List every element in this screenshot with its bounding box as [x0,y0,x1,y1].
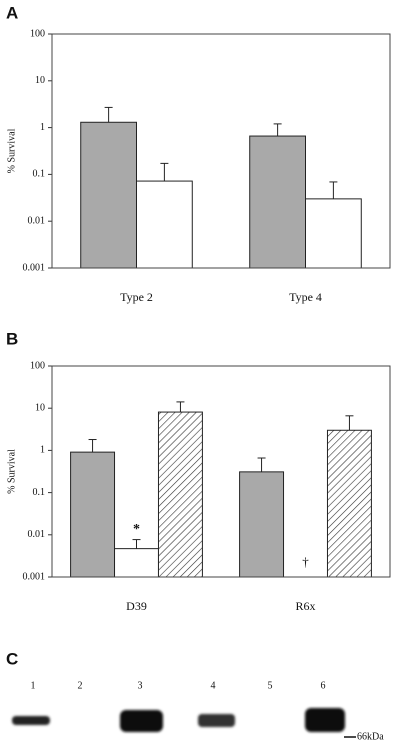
y-tick-label: 10 [35,402,45,413]
x-tick-label: Type 4 [289,290,322,304]
lane-labels: 1 2 3 4 5 6 [31,680,326,691]
annotation: † [302,554,309,569]
bar [249,135,306,269]
lane-label: 5 [268,680,273,691]
blot-bands [12,708,345,732]
panel-label: B [6,329,18,348]
bar [157,411,203,578]
bar [136,180,193,269]
error-bar [176,401,185,413]
bar [305,198,362,269]
y-tick-label: 1 [40,122,45,133]
y-tick-label: 0.01 [28,529,46,540]
y-tick-label: 100 [30,360,45,371]
lane-label: 2 [78,680,83,691]
y-tick-label: 0.01 [28,215,46,226]
error-bar [345,415,354,431]
y-tick-label: 1 [40,445,45,456]
plot-frame [51,33,391,269]
marker-label: 66kDa [357,731,384,742]
error-bar [257,457,266,472]
y-tick-label: 0.1 [33,487,46,498]
bar [326,429,372,578]
error-bar [132,539,141,549]
y-axis-title: % Survival [6,449,17,494]
error-bar [88,439,97,453]
x-tick-label: Type 2 [120,290,153,304]
error-bar [273,123,282,137]
y-axis-title: % Survival [6,128,17,173]
x-tick-label: D39 [126,599,147,613]
plot-frame [51,365,391,578]
bar [80,121,138,269]
error-bar [329,181,338,199]
panel-label: C [6,649,18,668]
panel-label: A [6,3,18,22]
y-tick-label: 0.1 [33,169,46,180]
lane-label: 6 [321,680,326,691]
error-bar [160,162,169,182]
bar [239,471,285,578]
x-tick-label: R6x [295,599,315,613]
y-tick-label: 10 [35,75,45,86]
bar [70,451,116,578]
bar [114,548,159,578]
y-tick-label: 0.001 [23,571,46,582]
lane-label: 3 [138,680,143,691]
error-bar [104,106,113,123]
lane-label: 4 [211,680,216,691]
annotation: * [133,522,140,537]
y-tick-label: 100 [30,28,45,39]
y-tick-label: 0.001 [23,262,46,273]
lane-label: 1 [31,680,36,691]
